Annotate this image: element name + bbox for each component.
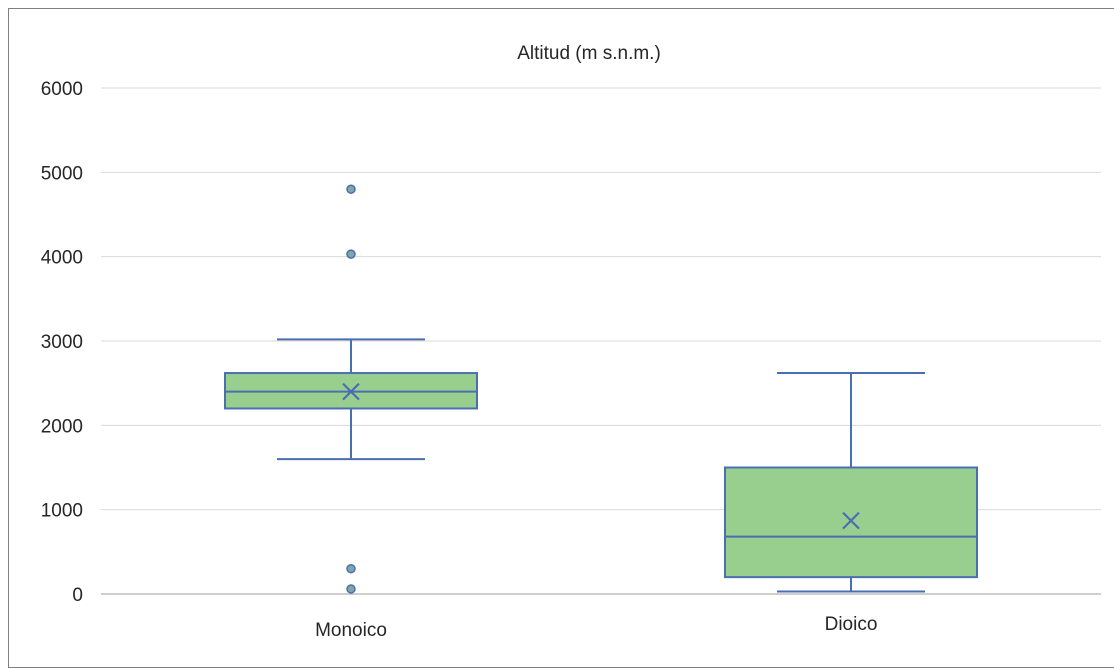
labels: 0 1000 2000 3000 4000 5000 6000 Monoico Dioico bbox=[41, 79, 878, 641]
y-tick-label: 3000 bbox=[41, 332, 83, 353]
outlier-point bbox=[346, 184, 356, 194]
chart-frame: 0 1000 2000 3000 4000 5000 6000 Monoico Dioico A… bbox=[8, 8, 1114, 668]
y-tick-label: 0 bbox=[72, 585, 83, 606]
gridlines bbox=[101, 87, 1101, 511]
box-monoico bbox=[224, 184, 478, 594]
boxes bbox=[224, 184, 978, 594]
outlier-point bbox=[346, 563, 356, 574]
y-tick-label: 2000 bbox=[41, 416, 83, 437]
y-tick-label: 1000 bbox=[41, 501, 83, 522]
iqr-box bbox=[724, 466, 978, 579]
outlier-point bbox=[346, 249, 356, 259]
x-category-label: Dioico bbox=[825, 614, 878, 635]
box-dioico bbox=[724, 372, 978, 593]
y-tick-label: 5000 bbox=[41, 163, 83, 184]
mean-marker bbox=[842, 511, 860, 530]
y-tick-label: 4000 bbox=[41, 248, 83, 269]
outlier-point bbox=[346, 584, 356, 594]
chart-title: Altitud (m s.n.m.) bbox=[517, 43, 661, 64]
y-tick-label: 6000 bbox=[41, 79, 83, 100]
mean-marker bbox=[342, 382, 360, 401]
x-category-label: Monoico bbox=[315, 620, 387, 641]
box-plot-chart: 0 1000 2000 3000 4000 5000 6000 Monoico Dioico A… bbox=[41, 43, 1101, 641]
